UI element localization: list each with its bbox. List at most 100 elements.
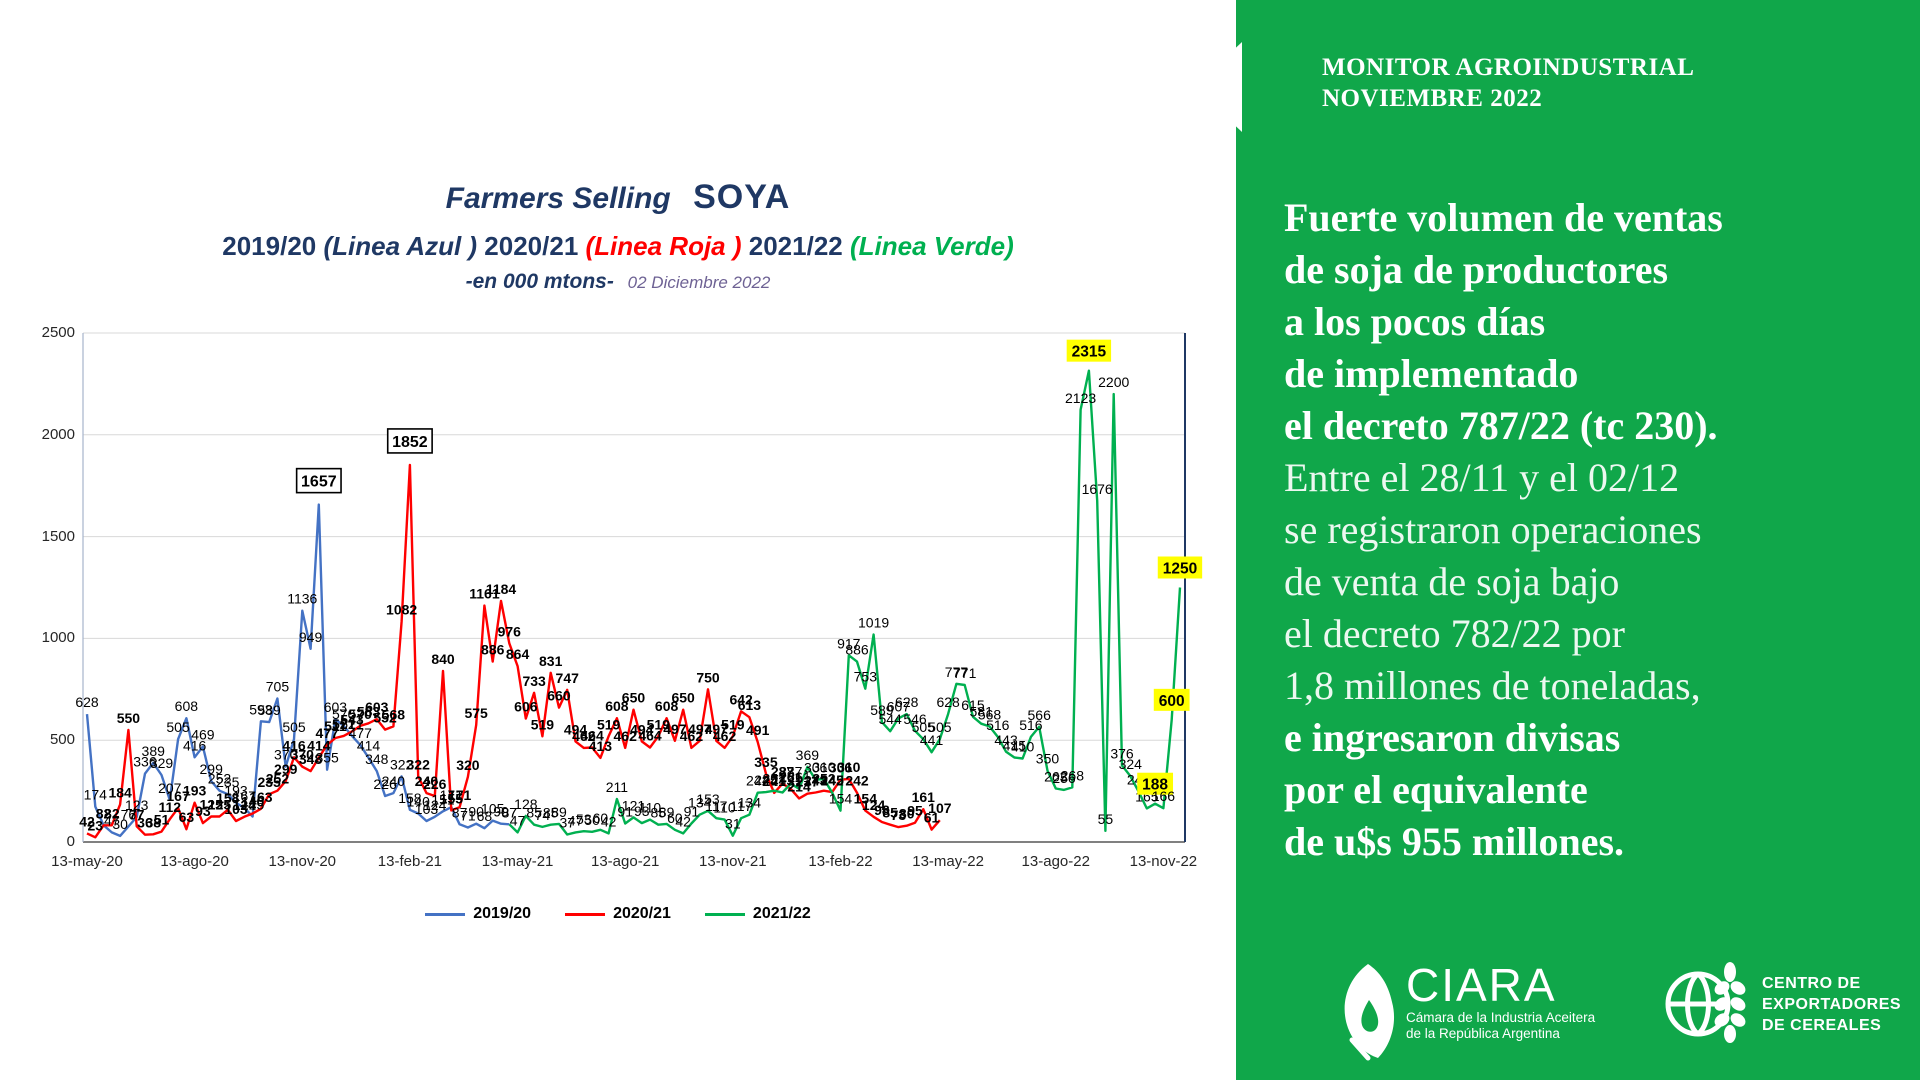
panel-paragraph-line: se registraron operaciones — [1284, 507, 1702, 552]
svg-text:886: 886 — [481, 642, 505, 658]
svg-text:73: 73 — [891, 807, 907, 823]
svg-text:348: 348 — [365, 751, 389, 767]
svg-text:85: 85 — [526, 805, 542, 821]
svg-text:2315: 2315 — [1072, 344, 1107, 361]
svg-text:117: 117 — [730, 798, 753, 814]
svg-text:80: 80 — [899, 806, 915, 822]
cec-line2: EXPORTADORES — [1762, 995, 1902, 1013]
svg-text:63: 63 — [179, 809, 195, 825]
y-tick-label: 2000 — [41, 425, 75, 443]
svg-text:61: 61 — [924, 810, 940, 826]
svg-text:87: 87 — [501, 804, 517, 820]
svg-text:214: 214 — [787, 778, 811, 794]
cec-logo: CENTRO DE EXPORTADORES DE CEREALES — [1662, 958, 1901, 1050]
svg-text:42: 42 — [79, 813, 95, 829]
svg-text:50: 50 — [584, 812, 600, 828]
svg-text:91: 91 — [684, 803, 700, 819]
svg-text:949: 949 — [299, 629, 323, 645]
panel-paragraph-line: e ingresaron divisas — [1284, 715, 1621, 760]
svg-text:840: 840 — [431, 651, 455, 667]
ciara-text-block: CIARA Cámara de la Industria Aceitera de… — [1406, 962, 1595, 1042]
svg-text:505: 505 — [912, 719, 936, 735]
svg-text:462: 462 — [572, 728, 596, 744]
svg-text:90: 90 — [468, 804, 484, 820]
svg-text:355: 355 — [315, 750, 339, 766]
svg-text:85: 85 — [543, 805, 559, 821]
svg-text:650: 650 — [622, 690, 646, 706]
svg-text:1082: 1082 — [386, 602, 417, 618]
x-tick-label: 13-may-22 — [912, 853, 984, 870]
svg-text:252: 252 — [208, 771, 232, 787]
svg-text:660: 660 — [547, 688, 571, 704]
svg-text:575: 575 — [464, 705, 488, 721]
svg-text:243: 243 — [771, 773, 795, 789]
svg-text:235: 235 — [216, 774, 240, 790]
x-tick-label: 13-feb-22 — [808, 853, 873, 870]
svg-text:140: 140 — [241, 793, 265, 809]
svg-text:193: 193 — [183, 783, 207, 799]
svg-text:82: 82 — [96, 805, 112, 821]
svg-text:443: 443 — [994, 732, 1018, 748]
svg-text:287: 287 — [771, 764, 795, 780]
svg-text:469: 469 — [191, 727, 215, 743]
svg-text:85: 85 — [882, 805, 898, 821]
svg-text:519: 519 — [647, 716, 671, 732]
svg-text:252: 252 — [763, 771, 787, 787]
svg-text:211: 211 — [606, 779, 629, 795]
svg-text:47: 47 — [510, 812, 526, 828]
svg-text:241: 241 — [763, 773, 787, 789]
svg-text:864: 864 — [506, 646, 530, 662]
legend-label: 2019/20 — [473, 905, 532, 922]
svg-text:90: 90 — [493, 804, 509, 820]
svg-text:505: 505 — [166, 719, 190, 735]
svg-text:158: 158 — [398, 790, 422, 806]
svg-text:2123: 2123 — [1065, 390, 1096, 406]
svg-text:226: 226 — [373, 776, 397, 792]
svg-text:134: 134 — [738, 795, 762, 811]
svg-text:1676: 1676 — [1082, 481, 1113, 497]
svg-text:322: 322 — [390, 756, 414, 772]
legend-label: 2021/22 — [752, 905, 811, 922]
svg-text:237: 237 — [796, 774, 820, 790]
svg-text:615: 615 — [961, 697, 985, 713]
svg-text:608: 608 — [655, 698, 679, 714]
panel-paragraph-line: 1,8 millones de toneladas, — [1284, 663, 1701, 708]
svg-text:155: 155 — [440, 790, 464, 806]
svg-text:77: 77 — [129, 806, 145, 822]
svg-text:68: 68 — [477, 808, 493, 824]
svg-text:589: 589 — [870, 702, 894, 718]
svg-text:415: 415 — [1003, 738, 1027, 754]
svg-text:917: 917 — [837, 635, 861, 651]
svg-text:831: 831 — [539, 653, 563, 669]
panel-paragraph: Fuerte volumen de ventas de soja de produ… — [1284, 192, 1904, 868]
svg-text:171: 171 — [440, 787, 464, 803]
season2-label: 2020/21 — [484, 231, 579, 261]
svg-text:287: 287 — [779, 764, 803, 780]
panel-paragraph-line: el decreto 787/22 (tc 230). — [1284, 403, 1718, 448]
svg-text:1657: 1657 — [301, 474, 337, 491]
y-tick-label: 1500 — [41, 527, 75, 545]
svg-text:464: 464 — [580, 728, 604, 744]
side-panel — [1236, 0, 1920, 1080]
svg-text:606: 606 — [514, 699, 538, 715]
svg-text:494: 494 — [564, 721, 588, 737]
svg-text:628: 628 — [75, 694, 99, 710]
panel-paragraph-line: Fuerte volumen de ventas — [1284, 195, 1723, 240]
svg-text:207: 207 — [158, 780, 182, 796]
svg-text:261: 261 — [787, 769, 811, 785]
svg-text:140: 140 — [407, 793, 431, 809]
svg-text:193: 193 — [224, 783, 248, 799]
series-line-2021-22 — [508, 369, 1182, 837]
svg-text:570: 570 — [349, 706, 373, 722]
svg-text:117: 117 — [705, 798, 728, 814]
x-tick-label: 13-nov-22 — [1129, 853, 1198, 870]
svg-text:477: 477 — [315, 725, 339, 741]
svg-text:348: 348 — [299, 751, 323, 767]
svg-text:310: 310 — [837, 759, 861, 775]
ciara-tagline-line1: Cámara de la Industria Aceitera — [1406, 1010, 1596, 1025]
svg-text:71: 71 — [460, 808, 476, 824]
svg-text:103: 103 — [415, 801, 439, 817]
svg-text:134: 134 — [688, 795, 712, 811]
svg-text:245: 245 — [754, 772, 778, 788]
svg-text:123: 123 — [125, 797, 149, 813]
